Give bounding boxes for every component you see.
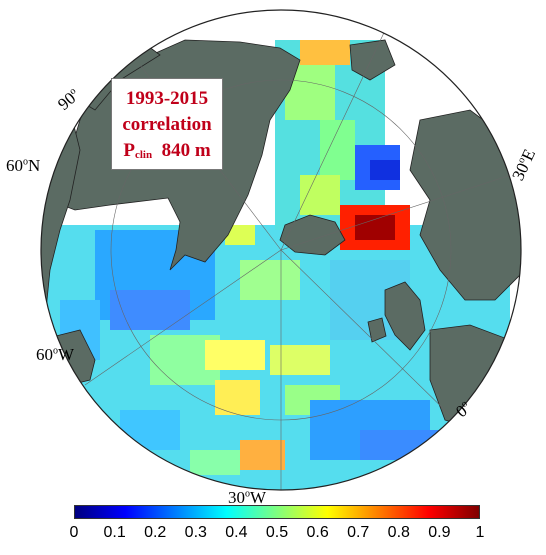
- colorbar-tick: 0.2: [144, 524, 167, 541]
- colorbar-tick: 1: [475, 524, 485, 541]
- label-30w-sup: o: [245, 488, 250, 500]
- map-boundary: [40, 9, 522, 491]
- colorbar-tick: 0.1: [103, 524, 126, 541]
- title-sub: clin: [134, 149, 153, 161]
- label-60n-deg: 60: [6, 156, 23, 175]
- title-line-years: 1993-2015: [125, 88, 209, 109]
- colorbar: [74, 505, 480, 519]
- label-30w-deg: 30: [228, 488, 245, 507]
- label-30w: 30oW: [228, 488, 266, 508]
- label-60n-hemi: N: [28, 156, 41, 175]
- title-line-correlation: correlation: [122, 114, 212, 135]
- colorbar-tick: 0.9: [428, 524, 451, 541]
- label-60w-deg: 60: [36, 345, 53, 364]
- label-60w: 60oW: [36, 345, 74, 365]
- colorbar-tick: 0.5: [265, 524, 289, 541]
- label-60w-hemi: W: [58, 345, 75, 364]
- colorbar-tick: 0.6: [306, 524, 329, 541]
- label-60w-sup: o: [53, 345, 58, 357]
- label-30w-hemi: W: [250, 488, 267, 507]
- colorbar-tick: 0.3: [184, 524, 207, 541]
- colorbar-tick: 0.7: [347, 524, 370, 541]
- label-60n: 60oN: [6, 156, 40, 176]
- title-line-depth: Pclin 840 m: [112, 138, 222, 168]
- title-box: 1993-2015 correlation Pclin 840 m: [111, 78, 223, 170]
- label-60n-sup: o: [23, 156, 28, 168]
- title-main: P: [123, 140, 135, 161]
- colorbar-tick: 0: [69, 524, 79, 541]
- colorbar-tick: 0.4: [225, 524, 248, 541]
- title-value: 840 m: [161, 140, 211, 161]
- colorbar-tick: 0.8: [387, 524, 410, 541]
